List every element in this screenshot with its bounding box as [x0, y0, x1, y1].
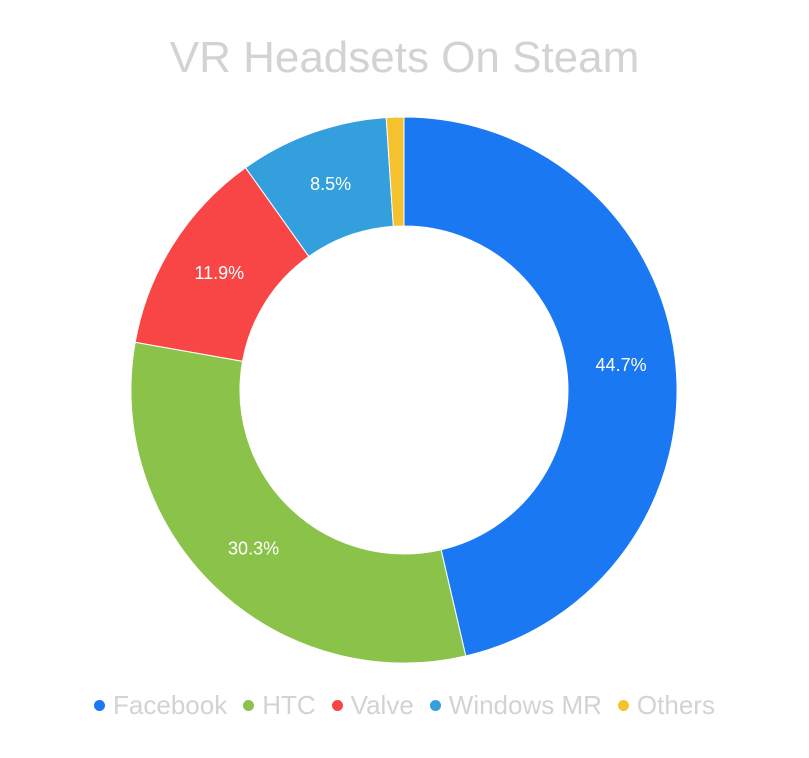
legend-item-htc: HTC: [243, 690, 316, 721]
data-label-windows-mr: 8.5%: [310, 174, 351, 194]
data-label-htc: 30.3%: [228, 538, 279, 558]
slice-facebook: [403, 116, 678, 657]
chart-legend: Facebook HTC Valve Windows MR Others: [0, 690, 809, 721]
data-label-facebook: 44.7%: [596, 355, 647, 375]
legend-item-valve: Valve: [331, 690, 414, 721]
legend-item-others: Others: [617, 690, 715, 721]
slice-htc: [130, 341, 467, 664]
data-label-valve: 11.9%: [194, 263, 244, 283]
legend-item-facebook: Facebook: [94, 690, 227, 721]
legend-dot: [243, 700, 255, 711]
donut-labels: 44.7% 30.3% 11.9% 8.5%: [194, 174, 646, 558]
legend-item-windows-mr: Windows MR: [429, 690, 602, 721]
legend-label: Others: [636, 690, 715, 720]
legend-label: Valve: [350, 690, 414, 720]
legend-label: Facebook: [113, 690, 228, 720]
chart-title: VR Headsets On Steam: [169, 33, 640, 82]
legend-dot: [94, 700, 106, 711]
donut-slices: [130, 116, 678, 664]
slice-others: [385, 116, 405, 227]
legend-label: Windows MR: [448, 690, 602, 720]
legend-label: HTC: [262, 690, 316, 720]
legend-dot: [331, 700, 343, 711]
legend-dot: [429, 700, 441, 711]
legend-dot: [617, 700, 629, 711]
